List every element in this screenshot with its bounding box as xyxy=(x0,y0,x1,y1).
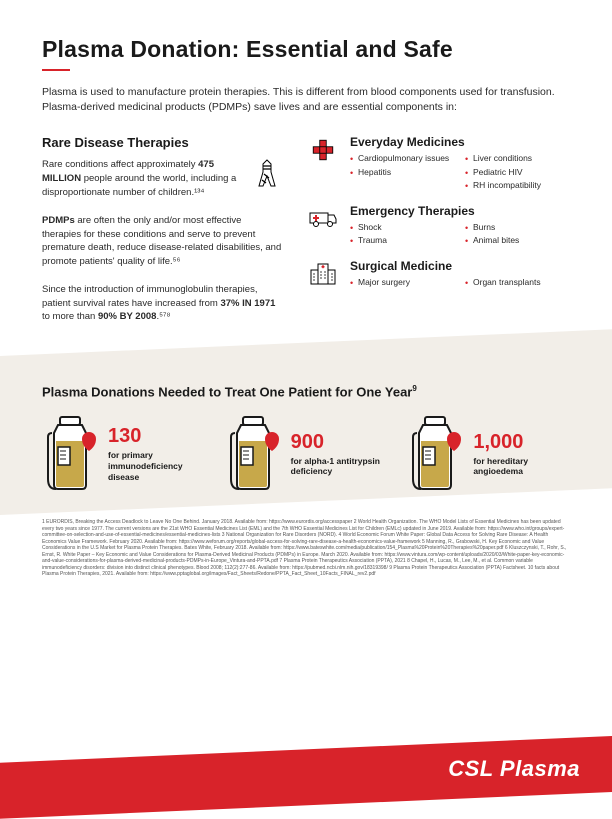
donation-count: 130 xyxy=(108,424,205,449)
accent-rule xyxy=(42,69,70,71)
bullet-item: Trauma xyxy=(350,235,455,246)
donations-chart-band: Plasma Donations Needed to Treat One Pat… xyxy=(0,356,612,515)
donation-count: 1,000 xyxy=(473,430,570,455)
categories-column: Everyday Medicines Cardiopulmonary issue… xyxy=(308,135,570,338)
bullet-item: Shock xyxy=(350,222,455,233)
rare-para-1: Rare conditions affect approximately 475… xyxy=(42,158,244,199)
donation-label: for primary immunodeficiency disease xyxy=(108,450,183,481)
donation-label: for alpha-1 antitrypsin deficiency xyxy=(291,456,380,477)
bullet-item: Hepatitis xyxy=(350,167,455,178)
two-col-layout: Rare Disease Therapies Rare conditions a… xyxy=(42,135,570,338)
references-block: 1 EURORDIS, Breaking the Access Deadlock… xyxy=(0,515,612,578)
bottle-cell: 130 for primary immunodeficiency disease xyxy=(42,413,205,493)
ambulance-icon xyxy=(308,204,338,234)
bullet-item: Burns xyxy=(465,222,570,233)
bottle-cell: 900 for alpha-1 antitrypsin deficiency xyxy=(225,413,388,493)
bottle-text: 130 for primary immunodeficiency disease xyxy=(108,424,205,482)
intro-text: Plasma is used to manufacture protein th… xyxy=(42,85,570,115)
bullet-grid: Cardiopulmonary issues Liver conditions He… xyxy=(350,153,570,191)
bullet-item: Pediatric HIV xyxy=(465,167,570,178)
rare-para-2: PDMPs are often the only and/or most eff… xyxy=(42,214,282,269)
donation-count: 900 xyxy=(291,430,388,455)
bullet-grid: Shock Burns Trauma Animal bites xyxy=(350,222,570,247)
bullet-item: Cardiopulmonary issues xyxy=(350,153,455,164)
bottle-text: 900 for alpha-1 antitrypsin deficiency xyxy=(291,430,388,477)
category-heading: Everyday Medicines xyxy=(350,135,570,149)
page-content: Plasma Donation: Essential and Safe Plas… xyxy=(0,0,612,338)
bullet-item: Organ transplants xyxy=(465,277,570,288)
bottle-text: 1,000 for hereditary angioedema xyxy=(473,430,570,477)
bullet-item: RH incompatibility xyxy=(465,180,570,191)
bottle-cell: 1,000 for hereditary angioedema xyxy=(407,413,570,493)
donation-label: for hereditary angioedema xyxy=(473,456,528,477)
category-block: Surgical Medicine Major surgery Organ tra… xyxy=(308,259,570,289)
rare-disease-column: Rare Disease Therapies Rare conditions a… xyxy=(42,135,282,338)
rare-heading: Rare Disease Therapies xyxy=(42,135,282,150)
category-block: Everyday Medicines Cardiopulmonary issue… xyxy=(308,135,570,191)
cross-icon xyxy=(308,135,338,165)
rare-para-3: Since the introduction of immunoglobulin… xyxy=(42,283,282,324)
zebra-ribbon-icon xyxy=(254,158,282,213)
page-title: Plasma Donation: Essential and Safe xyxy=(42,36,570,63)
bullet-item: Animal bites xyxy=(465,235,570,246)
footer-banner: CSL Plasma xyxy=(0,736,612,792)
category-heading: Emergency Therapies xyxy=(350,204,570,218)
category-heading: Surgical Medicine xyxy=(350,259,570,273)
category-block: Emergency Therapies Shock Burns Trauma Anim… xyxy=(308,204,570,247)
rare-para-1-wrap: Rare conditions affect approximately 475… xyxy=(42,158,282,213)
hospital-icon xyxy=(308,259,338,289)
bullet-grid: Major surgery Organ transplants xyxy=(350,277,570,288)
chart-title: Plasma Donations Needed to Treat One Pat… xyxy=(42,384,570,399)
bullet-item: Major surgery xyxy=(350,277,455,288)
csl-plasma-logo: CSL Plasma xyxy=(448,756,580,782)
bullet-item: Liver conditions xyxy=(465,153,570,164)
bottle-row: 130 for primary immunodeficiency disease… xyxy=(42,413,570,493)
